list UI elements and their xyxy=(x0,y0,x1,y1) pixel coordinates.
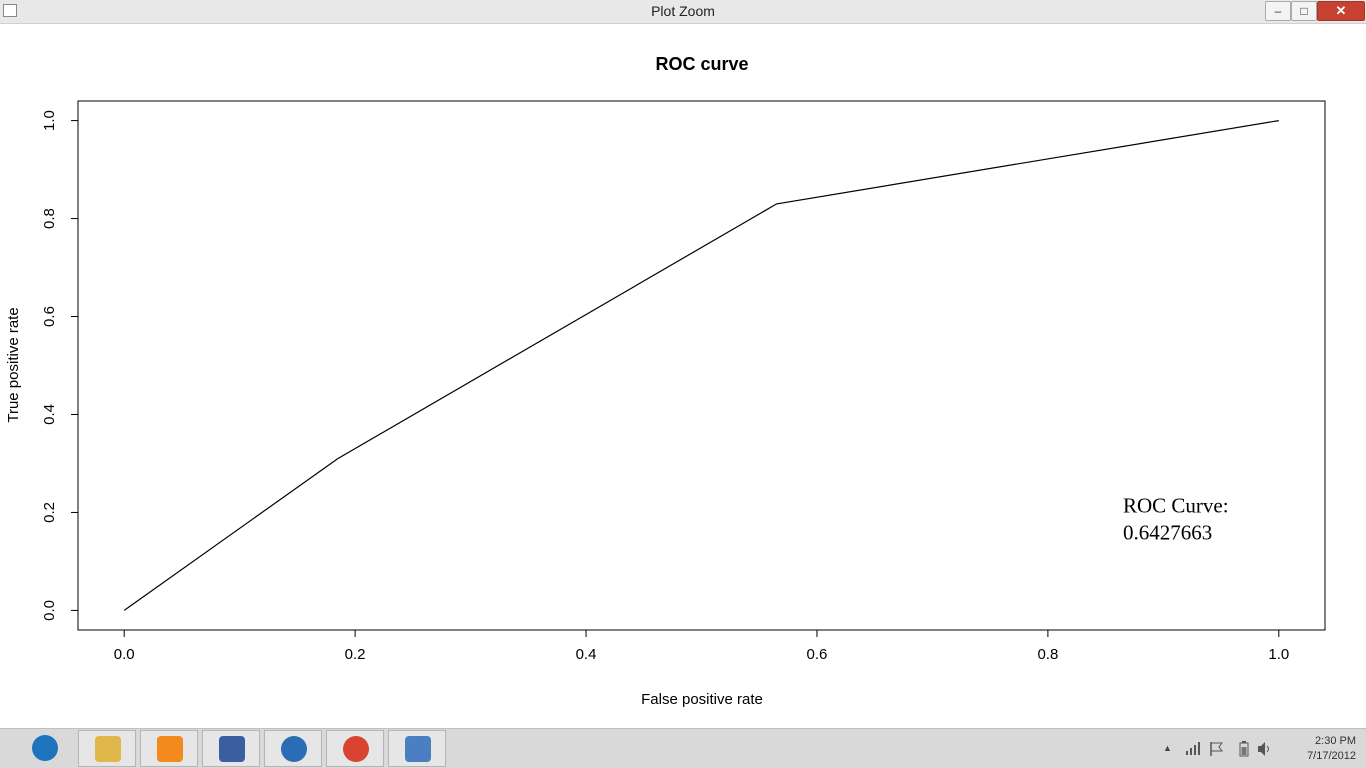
taskbar-virtualbox[interactable] xyxy=(202,730,260,767)
media-player-icon xyxy=(157,736,183,762)
tray-chevron-icon[interactable]: ▲ xyxy=(1163,743,1172,753)
taskbar-r[interactable] xyxy=(264,730,322,767)
folder-icon xyxy=(95,736,121,762)
virtualbox-icon xyxy=(219,736,245,762)
window-titlebar[interactable]: Plot Zoom – □ ✕ xyxy=(0,0,1366,24)
taskbar: ▲ 2:30 PM 7/17/2012 xyxy=(0,728,1366,768)
y-tick-label: 1.0 xyxy=(41,110,58,131)
x-tick-label: 0.6 xyxy=(807,646,828,663)
y-axis-label: True positive rate xyxy=(5,307,22,422)
y-tick-label: 0.8 xyxy=(41,208,58,229)
x-tick-label: 0.2 xyxy=(345,646,366,663)
roc-plot: ROC curve False positive rate True posit… xyxy=(5,54,1326,708)
x-tick-label: 0.0 xyxy=(114,646,135,663)
x-tick-label: 1.0 xyxy=(1268,646,1289,663)
r-icon xyxy=(281,736,307,762)
flag-icon[interactable] xyxy=(1209,741,1225,757)
axes: 0.0 0.2 0.4 0.6 0.8 1.0 0.0 0.2 0.4 0.6 0.8 1.0 xyxy=(41,110,1289,663)
maximize-button[interactable]: □ xyxy=(1291,1,1317,21)
y-tick-label: 0.4 xyxy=(41,404,58,425)
chrome-icon xyxy=(343,736,369,762)
y-tick-label: 0.6 xyxy=(41,306,58,327)
roc-series-line xyxy=(123,120,1279,611)
series-layer xyxy=(123,120,1279,611)
x-tick-label: 0.8 xyxy=(1037,646,1058,663)
system-tray: ▲ 2:30 PM 7/17/2012 xyxy=(1155,729,1366,768)
clock-time: 2:30 PM xyxy=(1315,735,1356,747)
clock[interactable]: 2:30 PM 7/17/2012 xyxy=(1307,734,1356,764)
x-axis-label: False positive rate xyxy=(641,691,763,708)
plot-frame xyxy=(77,100,1326,631)
annotation-text: ROC Curve: xyxy=(1123,493,1229,517)
close-button[interactable]: ✕ xyxy=(1317,1,1365,21)
window-title: Plot Zoom xyxy=(651,3,715,19)
minimize-button[interactable]: – xyxy=(1265,1,1291,21)
y-tick-label: 0.0 xyxy=(41,600,58,621)
y-tick-label: 0.2 xyxy=(41,502,58,523)
x-tick-label: 0.4 xyxy=(576,646,597,663)
taskbar-ie[interactable] xyxy=(16,730,74,767)
internet-explorer-icon xyxy=(32,735,58,761)
clock-date: 7/17/2012 xyxy=(1307,750,1356,762)
chart-title: ROC curve xyxy=(655,54,748,74)
document-app-icon xyxy=(405,736,431,762)
volume-icon[interactable] xyxy=(1257,741,1273,757)
close-icon: ✕ xyxy=(1335,3,1347,18)
taskbar-app[interactable] xyxy=(388,730,446,767)
taskbar-media[interactable] xyxy=(140,730,198,767)
minimize-icon: – xyxy=(1274,4,1282,18)
annotations: ROC Curve: 0.6427663 xyxy=(1123,493,1229,544)
taskbar-chrome[interactable] xyxy=(326,730,384,767)
maximize-icon: □ xyxy=(1300,4,1308,18)
taskbar-explorer[interactable] xyxy=(78,730,136,767)
battery-icon[interactable] xyxy=(1239,741,1249,757)
window-app-icon xyxy=(3,4,17,17)
signal-icon[interactable] xyxy=(1185,741,1201,755)
annotation-text: 0.6427663 xyxy=(1123,520,1212,544)
